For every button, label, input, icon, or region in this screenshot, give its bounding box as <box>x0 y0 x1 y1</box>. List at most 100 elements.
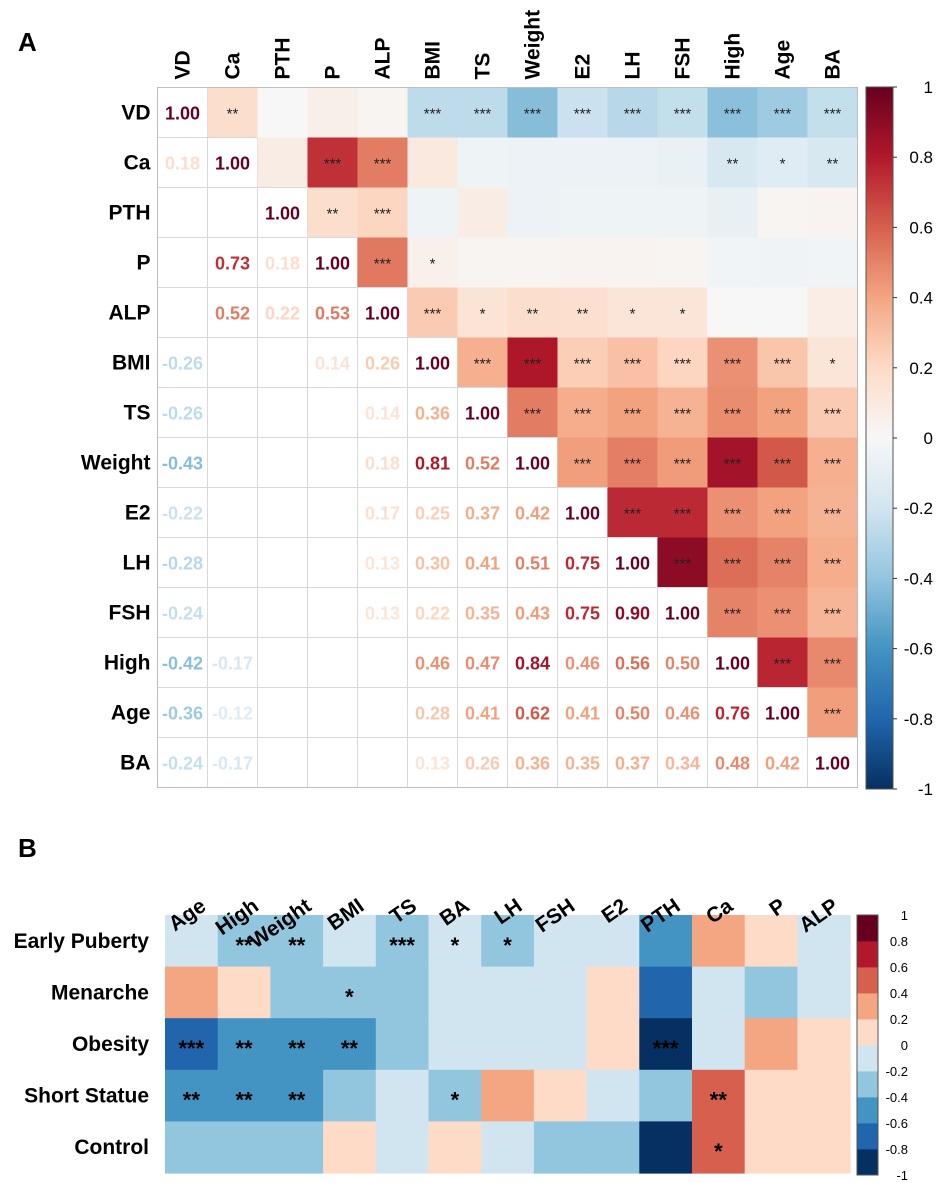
heatmap-cell <box>217 915 271 968</box>
diagonal-cell <box>457 387 508 438</box>
column-label: LH <box>622 52 645 80</box>
correlation-value: 0.35 <box>565 754 600 774</box>
lower-cell <box>207 537 258 588</box>
colorbar-tick-label: -1 <box>896 1168 908 1183</box>
row-label: Ca <box>124 152 151 175</box>
colorbar-bin <box>857 915 878 942</box>
heatmap-cell <box>217 1121 271 1174</box>
heatmap-cell <box>797 1018 851 1071</box>
upper-cell <box>807 437 858 488</box>
heatmap-cell <box>165 915 219 968</box>
upper-cell <box>507 387 558 438</box>
upper-cell <box>807 537 858 588</box>
significance-mark: ** <box>235 1036 253 1061</box>
correlation-value: -0.12 <box>212 704 253 724</box>
heatmap-cell <box>323 1121 377 1174</box>
colorbar-bin <box>857 1071 878 1098</box>
column-label: ALP <box>372 38 395 80</box>
correlation-value: 1.00 <box>315 254 350 274</box>
lower-cell <box>407 687 458 738</box>
colorbar-tick-label: 0 <box>901 1038 908 1053</box>
correlation-value: 1.00 <box>215 154 250 174</box>
panel-label-a: A <box>18 27 37 57</box>
colorbar-tick-label: 0.2 <box>890 1012 908 1027</box>
lower-cell <box>157 687 208 738</box>
significance-mark: *** <box>574 106 592 123</box>
upper-cell <box>807 187 858 238</box>
colorbar-tick-label: -0.8 <box>886 1142 908 1157</box>
upper-cell <box>607 87 658 138</box>
colorbar-tick-label: -0.6 <box>904 640 933 659</box>
lower-cell <box>307 687 358 738</box>
heatmap-cell <box>217 966 271 1019</box>
heatmap-cell <box>692 1121 746 1174</box>
row-label: E2 <box>125 502 151 525</box>
correlation-value: 1.00 <box>815 754 850 774</box>
lower-cell <box>307 637 358 688</box>
lower-cell <box>207 437 258 488</box>
significance-mark: * <box>830 356 836 373</box>
upper-cell <box>557 287 608 338</box>
lower-cell <box>407 537 458 588</box>
significance-mark: *** <box>774 556 792 573</box>
upper-cell <box>757 337 808 388</box>
upper-cell <box>707 437 758 488</box>
upper-cell <box>507 137 558 188</box>
significance-mark: *** <box>824 106 842 123</box>
diagonal-cell <box>507 437 558 488</box>
significance-mark: ** <box>183 1088 201 1113</box>
correlation-value: -0.28 <box>162 554 203 574</box>
panel-label-b: B <box>18 833 37 863</box>
upper-cell <box>407 187 458 238</box>
significance-mark: *** <box>474 106 492 123</box>
column-label: PTH <box>272 38 295 80</box>
correlation-value: 0.28 <box>415 704 450 724</box>
correlation-value: 1.00 <box>165 104 200 124</box>
heatmap-cell <box>375 1069 430 1122</box>
significance-mark: *** <box>574 406 592 423</box>
upper-cell <box>657 287 708 338</box>
upper-cell <box>707 237 758 288</box>
upper-cell <box>457 237 508 288</box>
correlation-value: -0.22 <box>162 504 203 524</box>
heatmap-cell <box>428 1018 482 1071</box>
row-label: Control <box>74 1136 149 1159</box>
correlation-value: 0.41 <box>465 554 500 574</box>
lower-cell <box>407 737 458 788</box>
correlation-value: 1.00 <box>465 404 500 424</box>
correlation-value: 0.13 <box>415 754 450 774</box>
upper-cell <box>307 187 358 238</box>
significance-mark: *** <box>824 656 842 673</box>
colorbar-tick-label: -0.4 <box>886 1090 908 1105</box>
lower-cell <box>207 587 258 638</box>
colorbar-bin <box>857 1019 878 1046</box>
row-label: LH <box>123 552 151 575</box>
upper-cell <box>807 87 858 138</box>
upper-cell <box>707 387 758 438</box>
significance-mark: *** <box>374 206 392 223</box>
significance-mark: *** <box>674 106 692 123</box>
colorbar-bin <box>857 967 878 994</box>
significance-mark: *** <box>624 506 642 523</box>
upper-cell <box>757 587 808 638</box>
heatmap-cell <box>481 1121 535 1174</box>
significance-mark: *** <box>674 356 692 373</box>
colorbar-a <box>865 86 894 790</box>
significance-mark: *** <box>674 406 692 423</box>
colorbar-bin <box>857 941 878 968</box>
significance-mark: *** <box>774 506 792 523</box>
correlation-value: 0.14 <box>365 404 400 424</box>
significance-mark: *** <box>574 356 592 373</box>
heatmap-cell <box>586 915 640 968</box>
upper-cell <box>507 287 558 338</box>
column-label: BMI <box>422 41 445 80</box>
correlation-value: 1.00 <box>765 704 800 724</box>
upper-cell <box>757 487 808 538</box>
colorbar-tick-label: 0.8 <box>909 148 933 167</box>
upper-cell <box>657 87 708 138</box>
colorbar-tick-label: -0.4 <box>904 569 933 588</box>
significance-mark: *** <box>653 1036 679 1061</box>
correlation-value: -0.24 <box>162 604 203 624</box>
correlation-value: 0.30 <box>415 554 450 574</box>
upper-cell <box>307 137 358 188</box>
